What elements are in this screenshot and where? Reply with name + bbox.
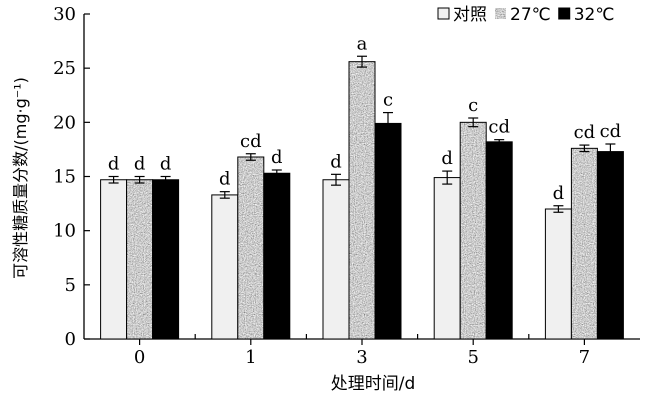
significance-label: cd: [600, 121, 622, 142]
significance-label: d: [219, 169, 231, 190]
bar: [596, 151, 624, 340]
significance-label: d: [271, 147, 283, 168]
y-tick-label: 10: [53, 221, 76, 242]
y-tick-label: 30: [53, 4, 76, 25]
significance-label: d: [553, 183, 565, 204]
x-tick-label: 1: [245, 347, 256, 368]
significance-label: d: [108, 154, 120, 175]
bar: [211, 194, 239, 340]
significance-label: a: [357, 33, 368, 54]
significance-label: d: [160, 154, 172, 175]
bar: [459, 121, 487, 340]
bar: [237, 156, 265, 340]
significance-label: c: [468, 95, 478, 116]
bar: [544, 208, 572, 340]
bar: [570, 147, 598, 340]
bar: [263, 172, 291, 340]
bar: [322, 179, 350, 340]
bar: [152, 179, 180, 340]
legend-swatch: [558, 7, 571, 20]
significance-label: cd: [488, 117, 510, 138]
x-tick-label: 7: [579, 347, 590, 368]
legend-label: 27℃: [510, 5, 551, 25]
x-tick-label: 0: [134, 347, 145, 368]
bar: [433, 177, 461, 340]
significance-label: cd: [574, 122, 596, 143]
y-tick-label: 15: [53, 167, 76, 188]
y-tick-label: 20: [53, 112, 76, 133]
significance-label: d: [441, 148, 453, 169]
legend-swatch: [437, 7, 450, 20]
x-tick-label: 3: [356, 347, 367, 368]
y-axis-label: 可溶性糖质量分数/(mg·g⁻¹): [11, 77, 30, 279]
legend: 对照 27℃ 32℃: [437, 5, 615, 25]
bar: [126, 179, 154, 340]
legend-label: 对照: [453, 5, 487, 25]
x-axis-label: 处理时间/d: [331, 374, 416, 394]
significance-label: d: [134, 154, 146, 175]
bar: [100, 179, 128, 340]
significance-label: cd: [240, 131, 262, 152]
significance-label: c: [383, 90, 393, 111]
bar: [374, 122, 402, 340]
y-tick-label: 0: [65, 329, 76, 350]
x-tick-label: 5: [467, 347, 478, 368]
y-tick-label: 25: [53, 58, 76, 79]
legend-swatch: [494, 7, 507, 20]
y-tick-label: 5: [65, 275, 76, 296]
bar: [485, 141, 513, 340]
bar: [348, 61, 376, 340]
legend-label: 32℃: [574, 5, 615, 25]
significance-label: d: [330, 151, 342, 172]
